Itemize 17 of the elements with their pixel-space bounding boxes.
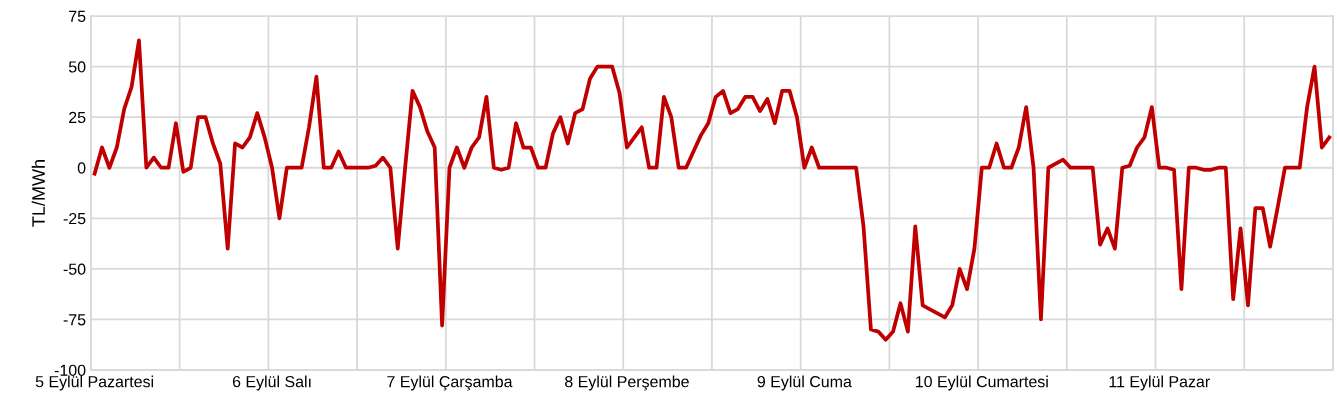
- y-tick-label: 75: [69, 10, 86, 22]
- y-axis-title: TL/MWh: [31, 160, 45, 227]
- x-tick-label: 11 Eylül Pazar: [1109, 375, 1210, 391]
- x-tick-label: 9 Eylül Cuma: [757, 375, 852, 391]
- y-tick-label: -75: [63, 314, 86, 326]
- x-tick-label: 7 Eylül Çarşamba: [387, 375, 513, 391]
- y-tick-label: 50: [68, 61, 86, 73]
- y-tick-label: -50: [63, 263, 86, 275]
- x-tick-label: 5 Eylül Pazartesi: [35, 375, 154, 391]
- x-tick-label: 6 Eylül Salı: [232, 375, 311, 391]
- line-series: [92, 38, 1332, 342]
- y-tick-label: -100: [54, 364, 86, 376]
- x-tick-label: 8 Eylül Perşembe: [565, 375, 689, 391]
- y-tick-label: 0: [77, 162, 86, 174]
- y-tick-label: -25: [63, 212, 86, 225]
- x-tick-label: 10 Eylül Cumartesi: [916, 375, 1048, 391]
- y-tick-label: 25: [69, 111, 86, 124]
